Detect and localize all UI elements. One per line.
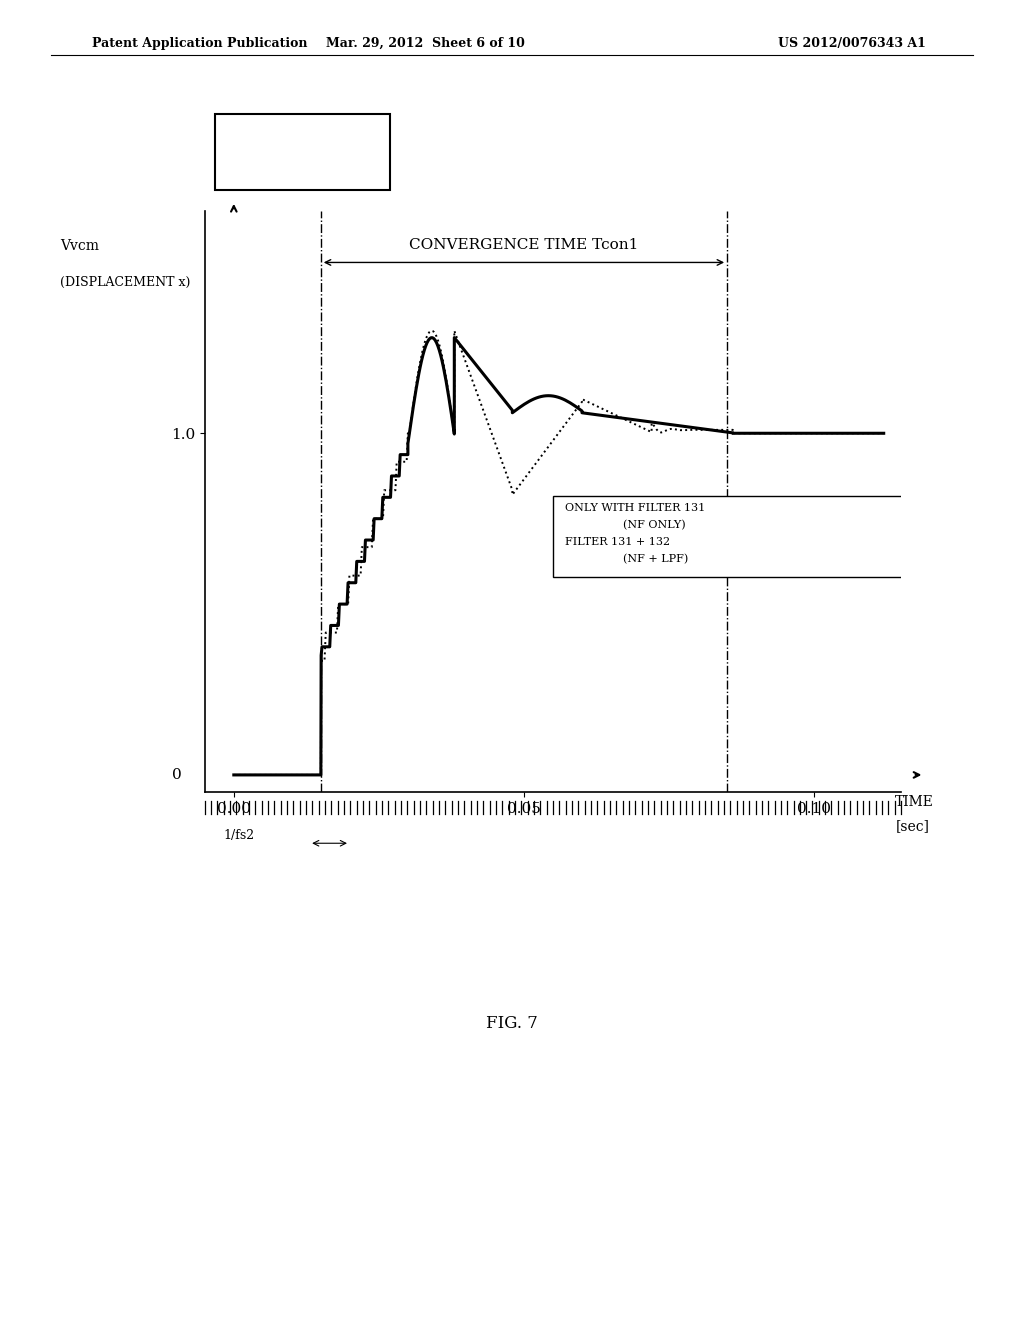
Text: FILTER 131 + 132: FILTER 131 + 132 (564, 537, 670, 546)
Text: Mar. 29, 2012  Sheet 6 of 10: Mar. 29, 2012 Sheet 6 of 10 (326, 37, 524, 50)
Text: WITH FILTER: WITH FILTER (243, 162, 361, 176)
Text: (DISPLACEMENT x): (DISPLACEMENT x) (59, 276, 190, 289)
Text: CONVERGENCE TIME Tcon1: CONVERGENCE TIME Tcon1 (410, 238, 639, 252)
FancyBboxPatch shape (553, 496, 1024, 577)
Text: 1/fs2: 1/fs2 (223, 829, 254, 842)
Text: [sec]: [sec] (895, 820, 930, 833)
Text: ONLY WITH FILTER 131: ONLY WITH FILTER 131 (564, 503, 705, 512)
Text: TIME: TIME (895, 796, 934, 809)
Text: (NF ONLY): (NF ONLY) (623, 520, 685, 531)
Text: US 2012/0076343 A1: US 2012/0076343 A1 (778, 37, 926, 50)
Text: 0: 0 (172, 768, 181, 781)
Text: Patent Application Publication: Patent Application Publication (92, 37, 307, 50)
Text: FIG. 7: FIG. 7 (486, 1015, 538, 1031)
Text: Vvcm: Vvcm (59, 239, 98, 252)
Text: (NF + LPF): (NF + LPF) (623, 554, 688, 564)
Text: [CONTROL MODE]: [CONTROL MODE] (221, 132, 383, 145)
